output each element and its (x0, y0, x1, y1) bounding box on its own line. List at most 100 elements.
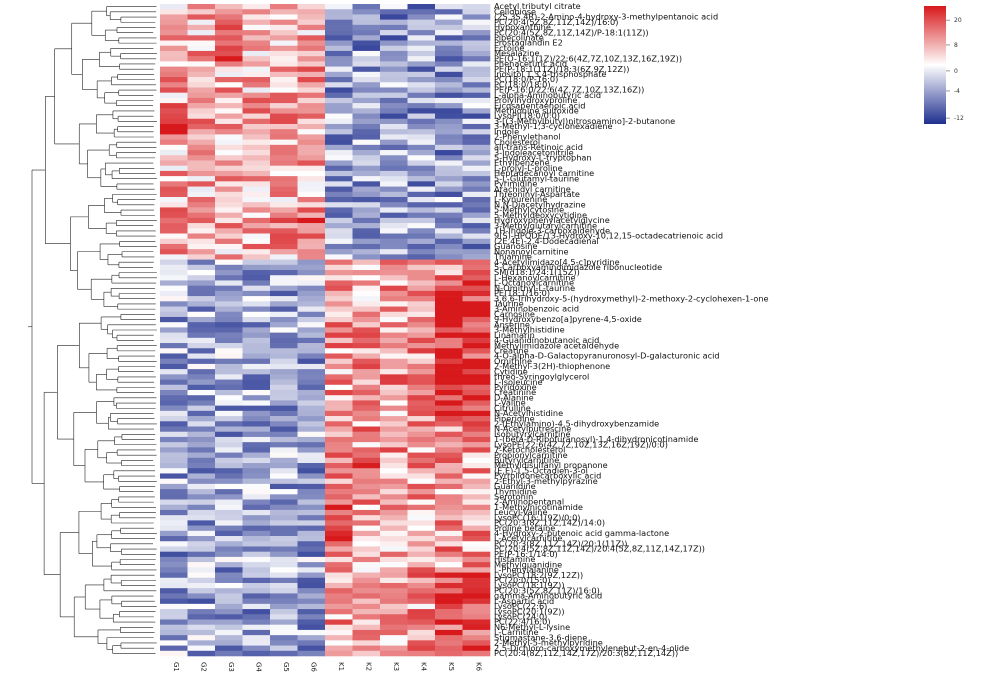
heatmap-cell (407, 384, 436, 391)
heatmap-cell (270, 56, 298, 62)
heatmap-cell (242, 593, 271, 599)
heatmap-cell (187, 259, 216, 266)
heatmap-cell (242, 186, 271, 193)
heatmap-cell (187, 410, 216, 417)
heatmap-cell (297, 442, 326, 448)
heatmap-cell (215, 645, 243, 652)
heatmap-cell (407, 270, 436, 276)
heatmap-cell (242, 9, 271, 15)
heatmap-cell (352, 395, 381, 401)
heatmap-cell (380, 264, 408, 271)
column-label: K5 (447, 662, 455, 671)
heatmap-cell (187, 264, 216, 271)
heatmap-cell (352, 489, 381, 495)
heatmap-cell (187, 170, 216, 177)
heatmap-cell (380, 504, 408, 511)
heatmap-cell (270, 82, 298, 88)
row-label: Mesalazine (494, 48, 539, 58)
heatmap-cell (160, 431, 188, 438)
heatmap-cell (325, 296, 353, 302)
heatmap-cell (462, 436, 491, 443)
heatmap-cell (215, 463, 243, 469)
heatmap-cell (297, 593, 326, 599)
heatmap-cell (462, 353, 491, 359)
heatmap-cell (215, 629, 243, 636)
heatmap-cell (325, 97, 353, 104)
heatmap-cell (242, 134, 271, 140)
heatmap-cell (270, 249, 298, 255)
heatmap-cell (187, 249, 216, 255)
heatmap-cell (435, 207, 463, 213)
heatmap-cell (187, 316, 216, 323)
heatmap-cells (160, 4, 491, 657)
heatmap-cell (407, 9, 436, 15)
heatmap-cell (352, 316, 381, 323)
heatmap-cell (187, 217, 216, 224)
heatmap-cell (215, 635, 243, 641)
heatmap-cell (270, 588, 298, 594)
heatmap-cell (352, 588, 381, 594)
heatmap-cell (407, 353, 436, 359)
heatmap-cell (297, 640, 326, 646)
heatmap-cell (242, 87, 271, 93)
heatmap-cell (242, 494, 271, 500)
heatmap-cell (325, 640, 353, 646)
heatmap-cell (215, 327, 243, 333)
heatmap-cell (187, 515, 216, 521)
heatmap-cell (380, 541, 408, 547)
heatmap-cell (407, 421, 436, 427)
heatmap-cell (187, 306, 216, 313)
heatmap-cell (187, 176, 216, 182)
heatmap-cell (380, 19, 408, 26)
heatmap-cell (380, 87, 408, 93)
heatmap-cell (187, 489, 216, 495)
heatmap-cell (325, 108, 353, 114)
heatmap-cell (407, 66, 436, 73)
heatmap-cell (215, 108, 243, 114)
heatmap-cell (160, 499, 188, 506)
heatmap-cell (435, 4, 463, 10)
heatmap-cell (242, 77, 271, 83)
row-labels: Acetyl tributyl citrateCellobiose(2S,3S,… (493, 1, 769, 658)
heatmap-cell (297, 614, 326, 620)
heatmap-cell (462, 343, 491, 349)
heatmap-cell (325, 82, 353, 88)
heatmap-cell (297, 468, 326, 474)
heatmap-cell (352, 176, 381, 182)
heatmap-cell (352, 150, 381, 156)
heatmap-cell (352, 285, 381, 292)
heatmap-cell (297, 290, 326, 297)
heatmap-cell (187, 416, 216, 422)
legend-tick-label: 20 (954, 17, 962, 24)
heatmap-cell (215, 113, 243, 120)
heatmap-cell (380, 536, 408, 542)
heatmap-cell (187, 343, 216, 349)
heatmap-cell (407, 515, 436, 521)
heatmap-cell (462, 306, 491, 313)
heatmap-cell (215, 254, 243, 260)
heatmap-cell (160, 395, 188, 401)
row-label: PC(20:3(5Z,8Z,11Z)/16:0) (494, 585, 600, 595)
heatmap-cell (160, 233, 188, 240)
heatmap-cell (215, 603, 243, 610)
heatmap-cell (160, 196, 188, 203)
heatmap-cell (187, 369, 216, 375)
row-label: Butyrylcarnitine (494, 455, 559, 465)
row-label: Nonanoylcarnitine (494, 246, 569, 256)
heatmap-cell (270, 45, 298, 52)
heatmap-cell (160, 405, 188, 412)
heatmap-cell (407, 405, 436, 412)
heatmap-cell (215, 202, 243, 208)
heatmap-cell (380, 436, 408, 443)
heatmap-cell (380, 374, 408, 380)
heatmap-cell (407, 92, 436, 99)
heatmap-cell (215, 19, 243, 26)
heatmap-cell (160, 202, 188, 208)
heatmap-cell (462, 635, 491, 641)
heatmap-cell (435, 509, 463, 516)
heatmap-cell (160, 144, 188, 151)
heatmap-cell (462, 389, 491, 396)
heatmap-cell (297, 4, 326, 10)
heatmap-cell (187, 593, 216, 599)
